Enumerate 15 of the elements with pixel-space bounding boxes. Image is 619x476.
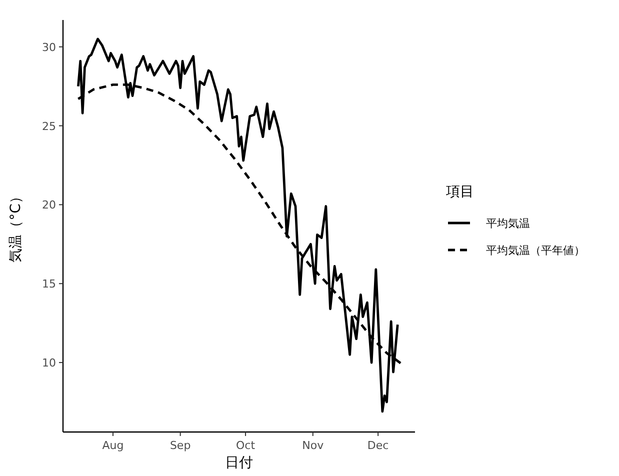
y-tick-label: 25 <box>42 120 56 133</box>
legend-title: 項目 <box>445 184 474 200</box>
x-tick-label: Aug <box>102 439 124 452</box>
legend-label: 平均気温（平年値） <box>486 244 585 257</box>
y-tick-label: 15 <box>42 278 56 291</box>
y-tick-label: 20 <box>42 198 56 212</box>
y-tick-label: 30 <box>42 40 56 54</box>
legend-label: 平均気温 <box>486 217 530 230</box>
x-tick-label: Sep <box>170 439 191 452</box>
x-tick-label: Oct <box>236 439 256 452</box>
x-axis-title: 日付 <box>225 455 253 471</box>
y-tick-label: 10 <box>42 356 56 370</box>
x-tick-label: Nov <box>302 439 324 452</box>
x-tick-label: Dec <box>367 439 389 452</box>
y-axis-title: 気温（°C） <box>8 190 24 262</box>
